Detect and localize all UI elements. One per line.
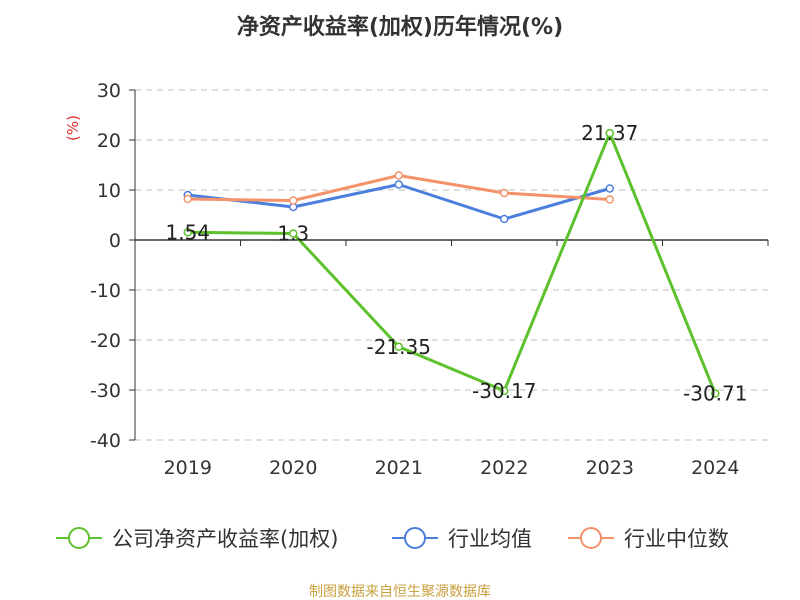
y-tick-label: -40: [90, 430, 121, 452]
x-tick-label: 2024: [691, 457, 739, 479]
legend-item: 公司净资产收益率(加权): [56, 527, 338, 551]
source-note: 制图数据来自恒生聚源数据库: [309, 584, 491, 600]
data-label: -21.35: [367, 335, 431, 359]
y-tick-label: 30: [97, 80, 121, 102]
data-label-layer: 1.54 1.3 -21.35 -30.17 21.37 -30.71: [165, 121, 747, 405]
series-line: [187, 131, 717, 395]
data-point: [500, 386, 509, 396]
series-1: [183, 180, 614, 224]
legend-label: 公司净资产收益率(加权): [112, 527, 338, 551]
x-tick-label: 2020: [269, 457, 317, 479]
data-label: -30.71: [683, 382, 747, 406]
data-point: [394, 180, 403, 189]
data-point: [500, 214, 509, 224]
y-tick-label: -10: [90, 280, 121, 302]
y-tick-label: 20: [97, 130, 121, 152]
legend-item: 行业中位数: [568, 527, 729, 551]
data-label: 1.3: [277, 222, 309, 246]
series-2: [183, 171, 614, 205]
axis-layer: 30 20 10 0 -10 -20 -30 -40 2019 2020 2021 2022 2023 2…: [90, 80, 769, 479]
data-point: [500, 188, 509, 198]
legend-marker: [68, 527, 90, 549]
series-layer: [183, 128, 720, 398]
series-0: [183, 128, 720, 398]
data-point: [711, 389, 720, 398]
y-axis-label: (%): [64, 115, 82, 141]
data-point: [289, 196, 298, 205]
legend-item: 行业均值: [392, 527, 532, 551]
legend-marker: [580, 527, 602, 549]
data-point: [605, 195, 614, 204]
legend-label: 行业中位数: [624, 527, 729, 551]
x-tick-label: 2021: [375, 457, 423, 479]
legend-marker: [404, 527, 426, 549]
legend-label: 行业均值: [448, 527, 532, 551]
data-label: 1.54: [165, 220, 210, 244]
data-point: [394, 342, 403, 351]
grid-layer: [135, 89, 768, 441]
y-tick-label: 0: [109, 230, 121, 252]
x-tick-label: 2019: [164, 457, 212, 479]
data-point: [289, 229, 298, 238]
legend: 公司净资产收益率(加权) 行业均值 行业中位数: [56, 527, 729, 551]
x-tick-label: 2022: [480, 457, 528, 479]
y-tick-label: 10: [97, 180, 121, 202]
x-tick-label: 2023: [586, 457, 634, 479]
data-point: [605, 184, 614, 193]
data-point: [394, 171, 403, 180]
y-tick-label: -30: [90, 380, 121, 402]
data-label: -30.17: [472, 379, 536, 403]
data-point: [183, 194, 192, 204]
y-tick-label: -20: [90, 330, 121, 352]
data-point: [605, 128, 614, 138]
data-point: [183, 228, 192, 237]
data-label: 21.37: [581, 121, 638, 145]
chart-title: 净资产收益率(加权)历年情况(%): [237, 14, 563, 40]
